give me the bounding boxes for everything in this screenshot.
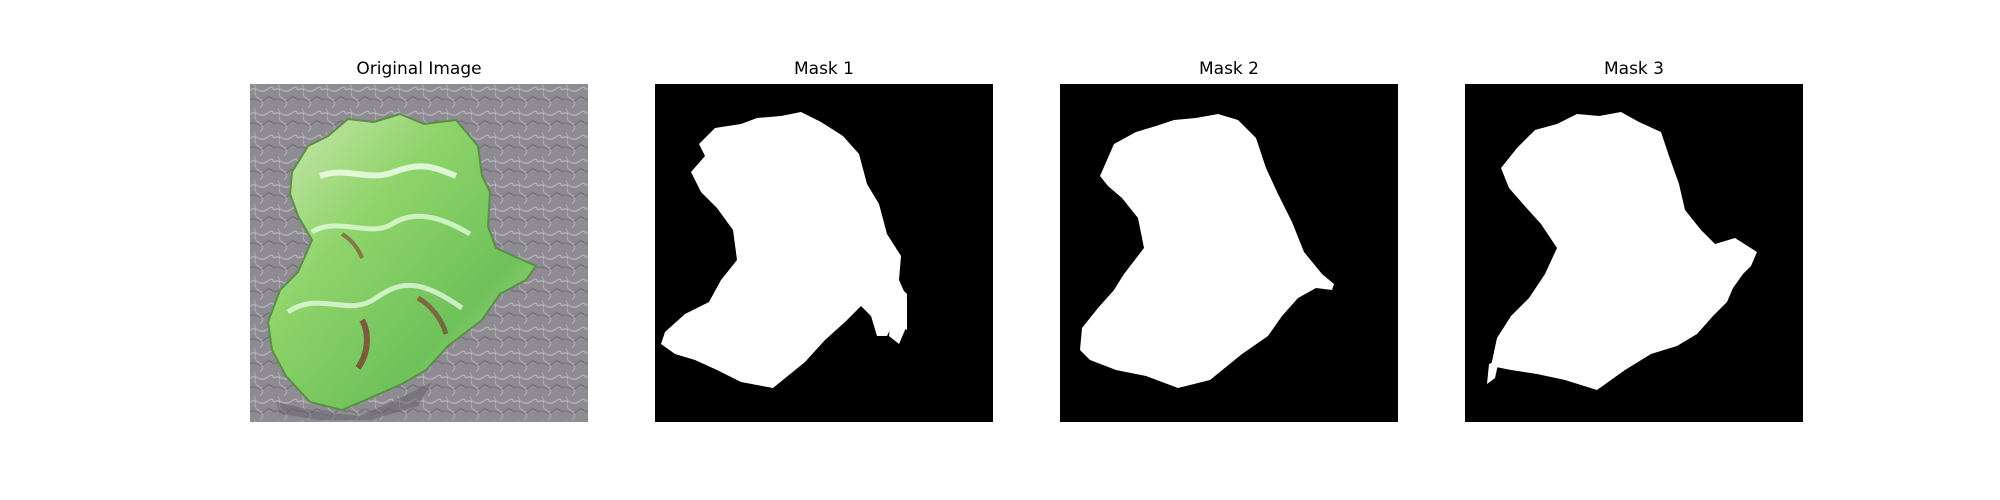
mask-1-panel	[655, 84, 993, 422]
mask-3-panel	[1465, 84, 1803, 422]
mask-2-image	[1060, 84, 1398, 422]
leaf-object	[266, 112, 538, 412]
panel-title-mask-2: Mask 2	[1198, 59, 1259, 79]
panel-title-mask-3: Mask 3	[1603, 59, 1664, 79]
mask-2-panel	[1060, 84, 1398, 422]
panel-title-original-image: Original Image	[356, 59, 482, 79]
mask-3-fragment	[1487, 360, 1499, 384]
mask-1-fragment	[885, 284, 907, 344]
original-image-panel	[250, 84, 588, 422]
panel-title-mask-1: Mask 1	[793, 59, 854, 79]
mask-1-image	[655, 84, 993, 422]
mask-2-foreground	[1080, 114, 1334, 388]
mask-3-image	[1465, 84, 1803, 422]
original-image	[250, 84, 588, 422]
mask-1-foreground	[661, 112, 907, 388]
mask-3-foreground	[1491, 112, 1757, 390]
